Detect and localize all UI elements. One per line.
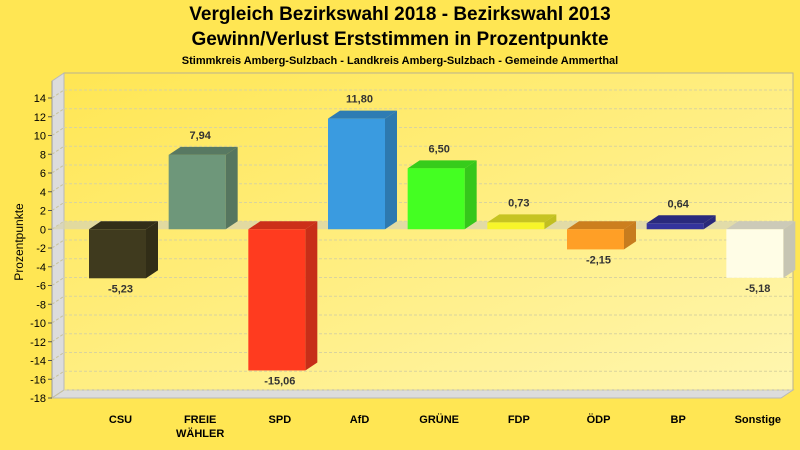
value-label: 0,64 xyxy=(667,198,689,210)
plot-side-wall xyxy=(51,72,65,399)
x-tick-label: FREIE xyxy=(184,414,216,426)
gridline-side xyxy=(51,389,65,399)
bar-front-face xyxy=(726,229,784,278)
x-tick-label: FDP xyxy=(508,414,530,426)
x-tick-label: ÖDP xyxy=(587,413,611,426)
bar-top-face xyxy=(646,215,716,224)
y-tick-label: -6 xyxy=(36,281,46,293)
bar-side-face xyxy=(146,221,158,279)
gridline-side xyxy=(51,258,65,268)
x-tick-label: WÄHLER xyxy=(176,427,224,440)
x-tick-label: SPD xyxy=(269,414,292,426)
value-label: -2,15 xyxy=(586,254,611,266)
bar-front-face xyxy=(248,229,306,371)
value-label: -5,23 xyxy=(108,283,133,295)
y-tick-label: 4 xyxy=(40,187,46,199)
bar-top-face xyxy=(168,146,238,155)
y-tick-label: 2 xyxy=(40,206,46,218)
chart-subsubtitle: Stimmkreis Amberg-Sulzbach - Landkreis A… xyxy=(181,55,619,67)
bar-side-face xyxy=(225,146,238,230)
bar-7 xyxy=(646,215,716,230)
plot-floor xyxy=(50,389,795,399)
gridline-side xyxy=(51,352,65,361)
y-tick-label: -18 xyxy=(30,393,46,405)
bar-top-face xyxy=(328,110,397,119)
bar-top-face xyxy=(726,221,796,230)
bar-side-face xyxy=(703,215,716,230)
value-label: -5,18 xyxy=(745,283,770,295)
y-tick-label: -2 xyxy=(36,243,46,255)
bar-top-face xyxy=(407,160,477,169)
x-tick-label: BP xyxy=(671,414,686,426)
x-tick-label: AfD xyxy=(350,414,370,426)
chart-title: Vergleich Bezirkswahl 2018 - Bezirkswahl… xyxy=(189,4,611,25)
bar-0 xyxy=(89,221,158,279)
value-label: 6,50 xyxy=(428,143,449,155)
gridline-side xyxy=(51,183,65,193)
bar-6 xyxy=(567,221,636,250)
bar-side-face xyxy=(464,160,477,230)
bar-front-face xyxy=(487,222,545,230)
y-tick-label: 10 xyxy=(34,131,46,143)
bar-1 xyxy=(168,146,238,230)
bar-front-face xyxy=(89,229,146,279)
y-tick-label: -10 xyxy=(30,318,46,330)
y-axis-label: Prozentpunkte xyxy=(12,203,26,281)
x-tick-label: CSU xyxy=(109,414,132,426)
value-label: 11,80 xyxy=(346,94,373,106)
bar-front-face xyxy=(168,154,226,230)
y-tick-label: 0 xyxy=(40,224,46,236)
gridline-side xyxy=(51,239,65,249)
bar-side-face xyxy=(783,221,796,278)
bar-3 xyxy=(328,110,397,230)
bar-side-face xyxy=(305,221,318,371)
bar-front-face xyxy=(567,229,624,250)
gridline-side xyxy=(51,333,65,343)
gridline-side xyxy=(51,202,65,211)
gridline-side xyxy=(51,370,65,380)
y-tick-label: 8 xyxy=(40,149,46,161)
gridline-side xyxy=(51,108,65,118)
bar-top-face xyxy=(89,221,158,230)
gridline-side xyxy=(51,145,65,155)
bar-4 xyxy=(407,160,477,230)
bar-front-face xyxy=(328,118,385,230)
bar-top-face xyxy=(567,221,636,230)
bar-top-face xyxy=(248,221,318,230)
bar-side-face xyxy=(624,221,636,250)
gridline-side xyxy=(51,314,65,324)
bar-front-face xyxy=(407,168,465,230)
y-tick-label: 6 xyxy=(40,168,46,180)
gridline-side xyxy=(51,277,65,286)
bar-side-face xyxy=(544,214,557,230)
gridline-side xyxy=(51,127,65,136)
gridline-side xyxy=(51,164,65,174)
gridline-side xyxy=(51,89,65,99)
bar-side-face xyxy=(385,110,397,230)
bar-front-face xyxy=(646,223,704,230)
x-tick-label: Sonstige xyxy=(735,414,781,426)
plot-back-wall xyxy=(63,72,794,391)
bar-8 xyxy=(726,221,796,278)
y-tick-label: -14 xyxy=(30,356,46,368)
y-tick-label: -8 xyxy=(36,299,46,311)
y-tick-label: -16 xyxy=(30,374,46,386)
y-tick-label: -4 xyxy=(36,262,46,274)
bar-2 xyxy=(248,221,318,371)
y-tick-label: 12 xyxy=(34,112,46,124)
value-label: 0,73 xyxy=(508,197,529,209)
y-tick-label: -12 xyxy=(30,337,46,349)
bar-top-face xyxy=(487,214,557,223)
value-label: -15,06 xyxy=(264,375,295,387)
chart-subtitle: Gewinn/Verlust Erststimmen in Prozentpun… xyxy=(191,29,609,50)
x-tick-label: GRÜNE xyxy=(419,413,459,426)
gridline-side xyxy=(51,295,65,305)
y-tick-label: 14 xyxy=(34,93,46,105)
value-label: 7,94 xyxy=(189,130,211,142)
bar-5 xyxy=(487,214,557,230)
